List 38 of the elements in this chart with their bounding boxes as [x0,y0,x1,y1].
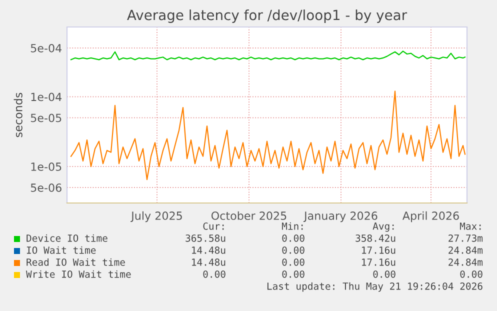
text: 0.00 [373,270,396,278]
text: 17.16u [362,246,396,254]
x-tick-label: July 2025 [130,211,182,222]
y-axis-title: seconds [14,92,22,138]
text: 365.58u [186,234,226,242]
y-tick-label: 1e-05 [31,162,62,171]
text: 0.00 [203,270,226,278]
legend-label: Read IO Wait time [26,258,125,266]
x-tick-label: April 2026 [402,211,459,222]
text: 24.84m [448,258,483,266]
text: 14.48u [192,246,226,254]
legend-label: Write IO Wait time [26,270,131,278]
text: 17.16u [362,258,396,266]
line-series [70,50,466,60]
text: 0.00 [282,234,304,242]
y-tick-label: 5e-04 [30,44,62,52]
text: 0.00 [282,246,304,254]
line-series [70,90,466,180]
chart-title: Average latency for /dev/loop1 - by year [127,10,408,23]
text: Max: [460,222,481,230]
x-tick-label: January 2026 [303,212,378,222]
text: 24.84m [448,246,483,254]
legend-label: IO Wait time [26,246,96,254]
text: 14.48u [192,258,226,266]
text: 358.42u [356,234,396,242]
text: 27.73m [448,234,483,242]
legend-label: Device IO time [26,234,108,242]
y-tick-label: 1e-04 [31,92,62,102]
text: Avg: [372,222,394,232]
x-tick-label: October 2025 [211,211,286,220]
text: 0.00 [460,270,482,278]
y-tick-label: 5e-06 [30,184,62,192]
text: Min: [282,222,303,230]
text: 0.00 [282,270,304,278]
text: Cur: [203,222,224,230]
y-tick-label: 5e-05 [30,114,62,122]
text: 0.00 [282,258,304,266]
text: Last update: Thu May 21 19:26:04 2026 [267,282,482,292]
